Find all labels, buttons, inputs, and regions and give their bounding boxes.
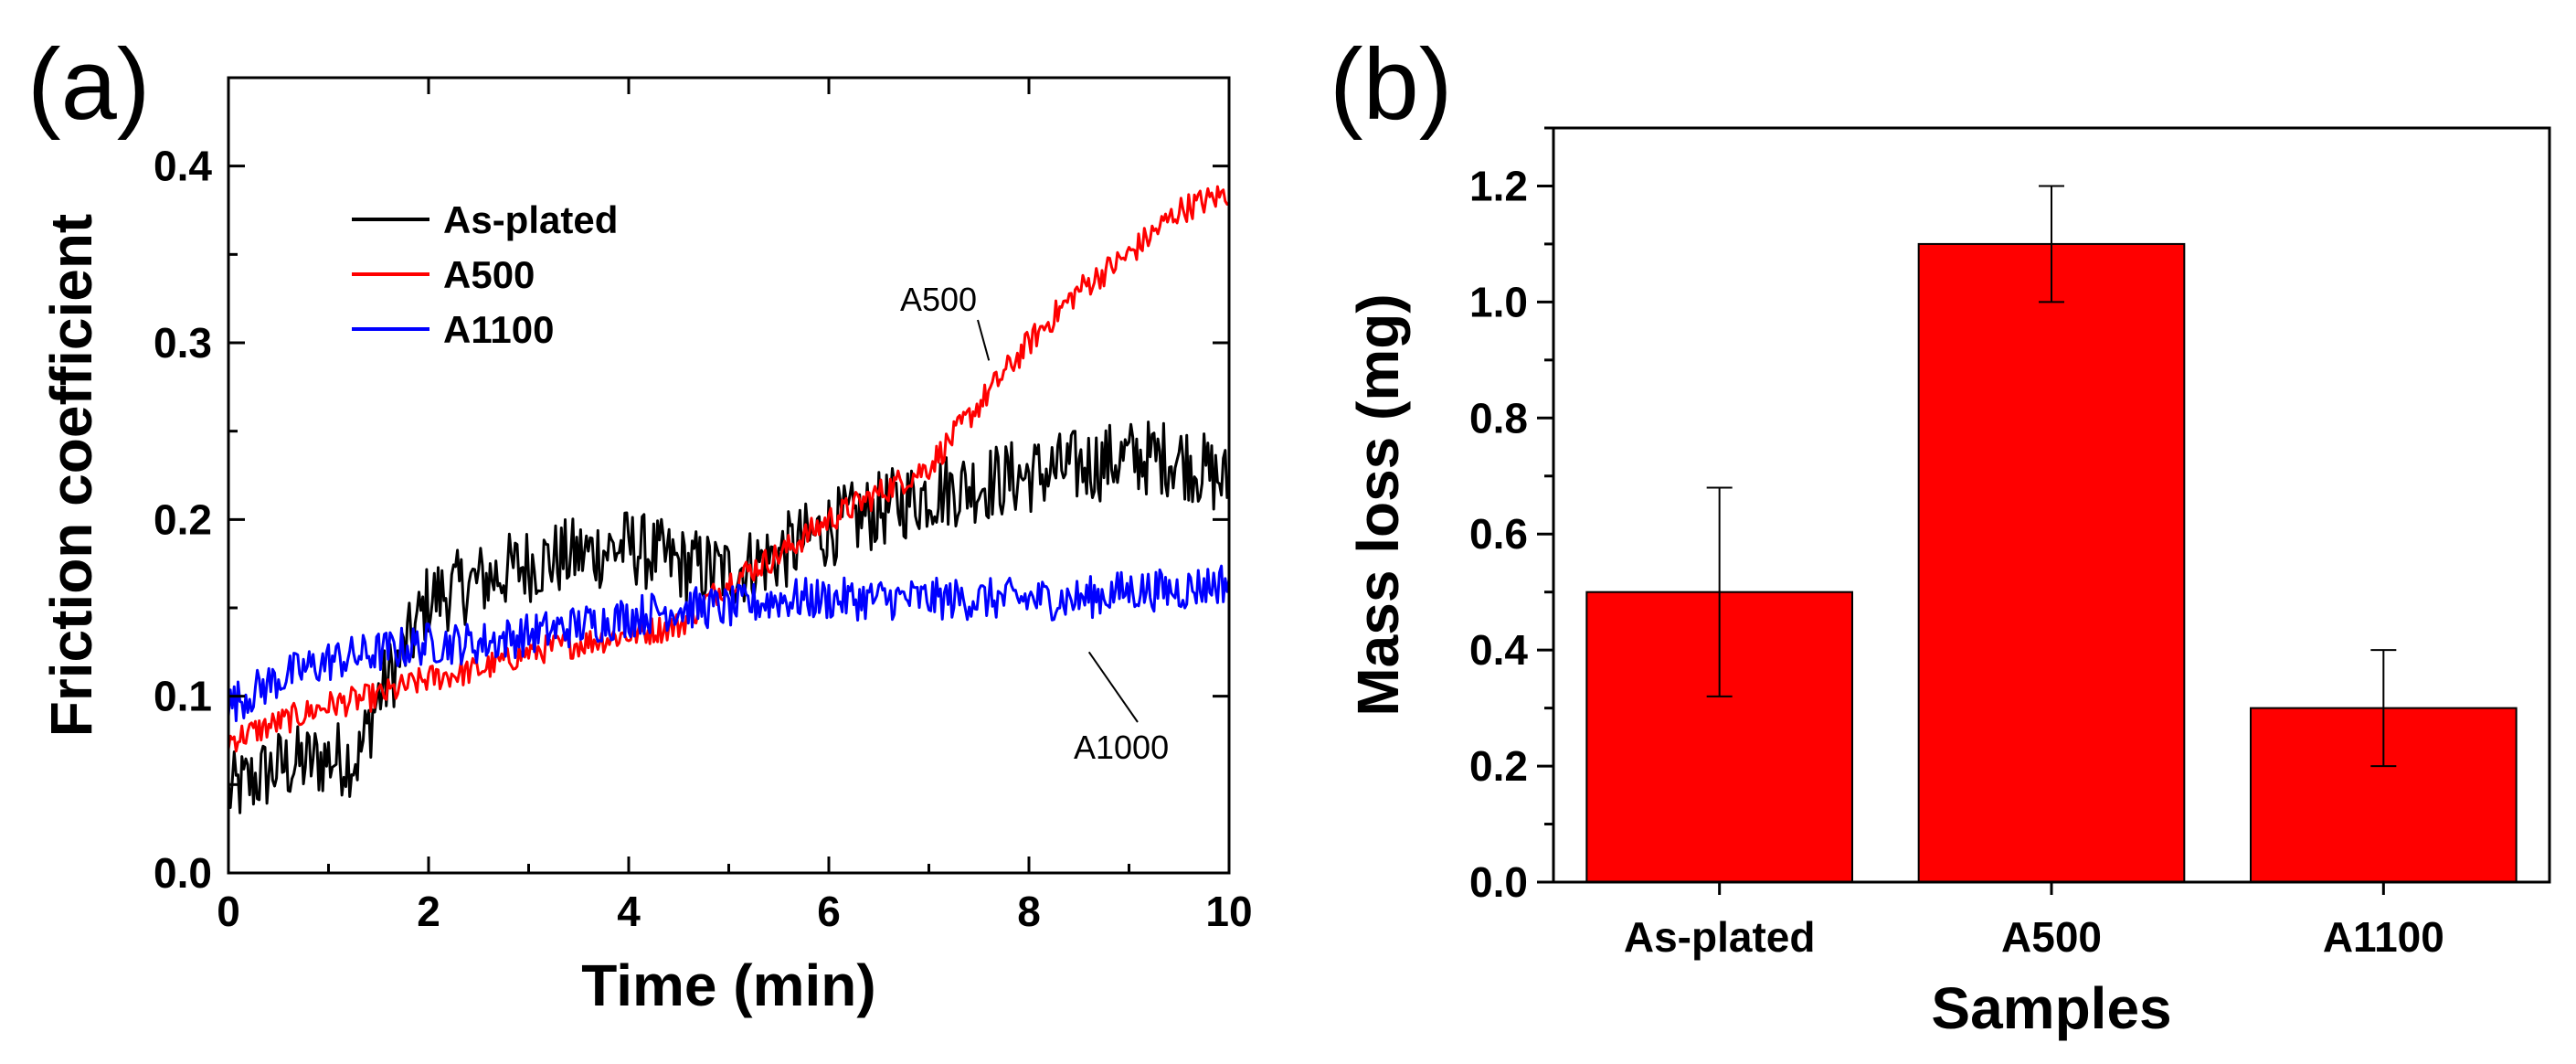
y-tick-label-2: 0.2	[154, 495, 212, 543]
annotation-a500-arrow	[977, 319, 991, 361]
series-line-a500	[227, 185, 1230, 753]
annotation-a1000-arrow	[1087, 651, 1139, 723]
x-tick-label-3: 6	[817, 888, 841, 935]
panel-a-legend: As-plated A500 A1100	[352, 198, 618, 351]
annotation-a1000: A1000	[1074, 729, 1169, 766]
panel-a-series-group	[227, 185, 1231, 814]
y-tick-label-3: 0.6	[1469, 510, 1528, 558]
x-tick-label-1: 2	[417, 888, 440, 935]
panel-b-mass-loss-chart: (b) As-plated A500 A1100 0.0 0.2 0.4 0.6 0.8 1.0…	[1330, 28, 2551, 1041]
legend-label-as-plated: As-plated	[443, 198, 618, 241]
x-tick-label-a1100: A1100	[2323, 913, 2444, 961]
x-tick-label-5: 10	[1205, 888, 1252, 935]
x-tick-label-2: 4	[617, 888, 641, 935]
y-tick-label-4: 0.8	[1469, 394, 1528, 442]
y-tick-label-6: 1.2	[1469, 162, 1528, 209]
series-line-as-plated	[227, 420, 1231, 814]
y-tick-label-4: 0.4	[154, 143, 212, 190]
y-tick-label-1: 0.2	[1469, 742, 1528, 790]
y-tick-label-3: 0.3	[154, 319, 212, 367]
annotation-a500: A500	[900, 281, 977, 318]
panel-a-annotations: A500 A1000	[900, 281, 1169, 766]
x-tick-label-as-plated: As-plated	[1624, 913, 1816, 961]
panel-a-label: (a)	[27, 28, 150, 141]
series-line-a1100	[227, 564, 1231, 722]
x-tick-label-4: 8	[1017, 888, 1041, 935]
panel-b-bars-group	[1585, 185, 2518, 883]
panel-a-ticks: 0 2 4 6 8 10 0.0 0.1 0.2 0.3 0.4	[154, 76, 1253, 935]
panel-b-label: (b)	[1330, 28, 1452, 141]
y-tick-label-2: 0.4	[1469, 626, 1528, 674]
panel-b-ticks: As-plated A500 A1100 0.0 0.2 0.4 0.6 0.8 1.0 1.2	[1469, 126, 2444, 961]
panel-b-x-axis-title: Samples	[1931, 975, 2171, 1041]
panel-b-y-axis-title: Mass loss (mg)	[1345, 293, 1411, 716]
y-tick-label-5: 1.0	[1469, 278, 1528, 325]
bar-a500	[1917, 242, 2186, 883]
panel-a-x-axis-title: Time (min)	[581, 952, 875, 1018]
y-tick-label-0: 0.0	[154, 849, 212, 897]
legend-label-a1100: A1100	[443, 308, 554, 351]
y-tick-label-0: 0.0	[1469, 858, 1528, 906]
x-tick-label-a500: A500	[2001, 913, 2102, 961]
panel-a-friction-chart: (a) 0 2 4 6 8 10 0.0 0.1 0.2 0.3 0.4 As-plated A500…	[27, 28, 1253, 1018]
x-tick-label-0: 0	[217, 888, 240, 935]
y-tick-label-1: 0.1	[154, 673, 212, 720]
legend-label-a500: A500	[443, 253, 535, 296]
panel-a-y-axis-title: Friction coefficient	[38, 214, 104, 738]
